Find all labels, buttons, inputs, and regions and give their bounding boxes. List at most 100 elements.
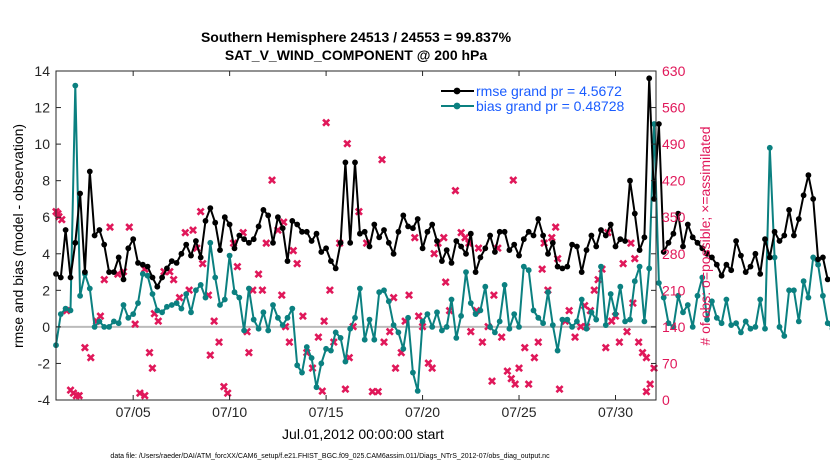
bias-point: [482, 283, 489, 290]
y-left-tick-label: 2: [42, 282, 50, 298]
y-left-tick-label: 8: [42, 173, 50, 189]
rmse-point: [733, 238, 739, 244]
rmse-point: [549, 239, 556, 246]
bias-point: [535, 314, 542, 321]
rmse-point: [762, 236, 768, 243]
obs-marker: ✖: [279, 215, 289, 229]
bias-point: [588, 309, 595, 316]
bias-point: [709, 298, 715, 305]
x-tick-label: 07/10: [212, 404, 247, 420]
bias-point: [453, 335, 460, 341]
rmse-point: [439, 258, 445, 264]
obs-marker: ✖: [555, 383, 565, 397]
bias-point: [217, 302, 223, 308]
rmse-point: [183, 241, 190, 248]
rmse-point: [786, 207, 792, 213]
obs-marker: ✖: [302, 346, 312, 360]
bias-point: [260, 309, 267, 316]
bias-point: [270, 302, 276, 308]
obs-marker: ✖: [145, 346, 155, 360]
rmse-point: [443, 247, 450, 254]
rmse-point: [299, 228, 305, 235]
obs-marker: ✖: [267, 174, 277, 188]
bias-point: [308, 355, 315, 361]
rmse-point: [323, 245, 329, 252]
bias-point: [636, 263, 643, 270]
bias-point: [627, 316, 633, 323]
obs-marker: ✖: [547, 231, 557, 245]
bias-point: [299, 369, 305, 376]
rmse-point: [197, 254, 204, 261]
obs-marker: ✖: [254, 268, 264, 282]
bias-point: [231, 289, 238, 296]
legend-rmse-marker: [453, 87, 461, 95]
bias-point: [144, 272, 151, 279]
y-left-tick-label: -4: [38, 392, 51, 408]
rmse-point: [106, 269, 112, 275]
bias-point: [583, 325, 590, 332]
obs-marker: ✖: [489, 289, 499, 303]
obs-marker: ✖: [601, 341, 611, 355]
obs-marker: ✖: [502, 364, 512, 378]
bias-point: [178, 305, 185, 312]
rmse-point: [593, 243, 600, 250]
rmse-point: [453, 238, 460, 244]
bias-point: [656, 280, 662, 286]
bias-point: [472, 311, 479, 317]
bias-point: [448, 296, 455, 303]
obs-marker: ✖: [105, 221, 115, 235]
bias-point: [173, 300, 180, 306]
obs-marker: ✖: [140, 389, 150, 403]
obs-marker: ✖: [385, 325, 395, 339]
bias-point: [410, 369, 416, 376]
bias-point: [598, 263, 604, 270]
rmse-point: [381, 227, 387, 233]
rmse-point: [125, 245, 132, 252]
rmse-point: [371, 221, 378, 228]
obs-marker: ✖: [456, 226, 466, 240]
obs-marker: ✖: [292, 257, 302, 271]
bias-point: [154, 307, 161, 314]
rmse-point: [588, 232, 595, 239]
axis-ticks: 07/05 07/10 07/15 07/20 07/25 07/30 -4 -2 0 2 4 6 8 1…: [34, 63, 685, 420]
bias-point: [424, 311, 431, 317]
bias-point: [347, 325, 354, 332]
rmse-point: [144, 263, 151, 270]
bias-point: [164, 303, 170, 310]
x-tick-label: 07/25: [501, 404, 536, 420]
rmse-point: [815, 256, 821, 263]
rmse-point: [385, 239, 392, 246]
rmse-point: [574, 243, 580, 250]
rmse-point: [82, 269, 88, 275]
obs-marker: ✖: [645, 377, 655, 391]
bias-point: [617, 283, 624, 290]
rmse-point: [429, 221, 436, 228]
rmse-point: [270, 239, 276, 246]
obs-marker: ✖: [325, 283, 335, 297]
bias-point: [246, 285, 252, 292]
rmse-point: [665, 239, 672, 246]
bias-point: [540, 320, 546, 327]
footer-datafile: data file: /Users/raeder/DAI/ATM_forcXX/…: [110, 453, 550, 460]
rmse-point: [467, 230, 474, 237]
bias-point: [376, 289, 383, 296]
rmse-point: [791, 232, 797, 239]
bias-point: [675, 292, 682, 299]
bias-point: [313, 384, 320, 391]
bias-point: [742, 318, 749, 325]
obs-marker: ✖: [184, 283, 194, 297]
bias-point: [405, 314, 411, 321]
rmse-point: [328, 258, 334, 264]
obs-marker: ✖: [298, 309, 308, 323]
rmse-point: [680, 243, 686, 250]
bias-point: [265, 327, 272, 334]
bias-point: [275, 314, 281, 321]
obs-marker: ✖: [404, 289, 414, 303]
bias-point: [323, 345, 329, 352]
obs-marker: ✖: [57, 213, 67, 227]
rmse-point: [424, 228, 431, 235]
rmse-point: [111, 269, 117, 275]
bias-point: [520, 263, 527, 270]
obs-marker: ✖: [429, 247, 439, 261]
